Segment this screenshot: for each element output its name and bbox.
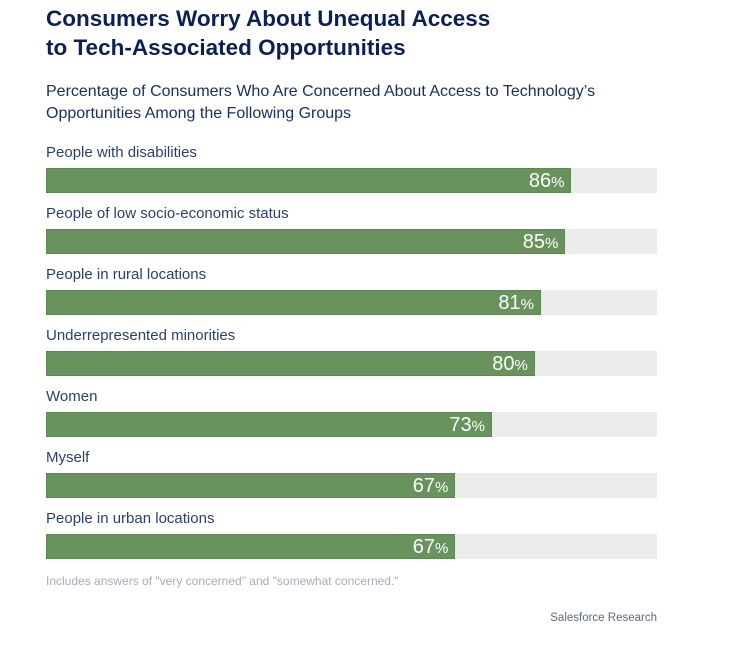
value-unit: % bbox=[435, 540, 449, 557]
data-label: 86% bbox=[529, 170, 565, 194]
value-number: 85 bbox=[522, 231, 545, 253]
title-line-2: to Tech-Associated Opportunities bbox=[46, 35, 406, 60]
bar-track: 67% bbox=[46, 534, 657, 559]
bar: 81% bbox=[46, 290, 541, 315]
bar: 86% bbox=[46, 168, 572, 194]
category-label: People of low socio-economic status bbox=[46, 205, 289, 222]
value-unit: % bbox=[435, 479, 449, 496]
bar-track: 67% bbox=[46, 473, 657, 498]
bar: 73% bbox=[46, 412, 493, 438]
data-label: 81% bbox=[498, 292, 534, 316]
data-label: 85% bbox=[523, 231, 559, 255]
value-unit: % bbox=[520, 296, 534, 313]
bar-track: 86% bbox=[46, 168, 657, 193]
chart-title: Consumers Worry About Unequal Access to T… bbox=[46, 4, 490, 62]
value-number: 80 bbox=[492, 353, 515, 375]
value-unit: % bbox=[545, 235, 559, 252]
bar-row: Myself 67% bbox=[46, 447, 657, 508]
bar: 67% bbox=[46, 534, 456, 560]
data-label: 67% bbox=[413, 475, 449, 499]
bar-track: 81% bbox=[46, 290, 657, 315]
bar-track: 80% bbox=[46, 351, 657, 376]
category-label: Underrepresented minorities bbox=[46, 327, 236, 344]
bar: 67% bbox=[46, 473, 456, 499]
data-label: 67% bbox=[413, 536, 449, 560]
bar-track: 73% bbox=[46, 412, 657, 437]
bar-row: People in urban locations 67% bbox=[46, 508, 657, 569]
bar-row: Underrepresented minorities 80% bbox=[46, 325, 657, 386]
value-unit: % bbox=[514, 357, 528, 374]
value-number: 73 bbox=[449, 414, 472, 436]
data-label: 80% bbox=[492, 353, 528, 377]
value-unit: % bbox=[471, 418, 486, 435]
category-label: Women bbox=[46, 388, 98, 405]
value-number: 67 bbox=[412, 536, 436, 558]
bar-row: People of low socio-economic status 85% bbox=[46, 203, 657, 264]
value-number: 86 bbox=[528, 170, 552, 192]
chart-subtitle: Percentage of Consumers Who Are Concerne… bbox=[46, 81, 595, 125]
value-unit: % bbox=[551, 174, 565, 191]
bar-chart: People with disabilities 86% People of low… bbox=[46, 142, 657, 569]
category-label: Myself bbox=[46, 449, 90, 466]
bar-track: 85% bbox=[46, 229, 657, 254]
value-number: 81 bbox=[498, 292, 521, 314]
footnote: Includes answers of "very concerned" and… bbox=[46, 574, 399, 588]
subtitle-line-2: Opportunities Among the Following Groups bbox=[46, 105, 352, 122]
subtitle-line-1: Percentage of Consumers Who Are Concerne… bbox=[46, 83, 596, 100]
bar: 85% bbox=[46, 229, 566, 255]
value-number: 67 bbox=[412, 475, 436, 497]
bar: 80% bbox=[46, 351, 535, 376]
bar-row: People in rural locations 81% bbox=[46, 264, 657, 325]
title-line-1: Consumers Worry About Unequal Access bbox=[46, 6, 491, 31]
category-label: People in rural locations bbox=[46, 266, 207, 283]
bar-row: People with disabilities 86% bbox=[46, 142, 657, 203]
source-label: Salesforce Research bbox=[550, 612, 657, 624]
bar-row: Women 73% bbox=[46, 386, 657, 447]
category-label: People with disabilities bbox=[46, 144, 197, 161]
category-label: People in urban locations bbox=[46, 510, 215, 527]
data-label: 73% bbox=[449, 414, 485, 438]
